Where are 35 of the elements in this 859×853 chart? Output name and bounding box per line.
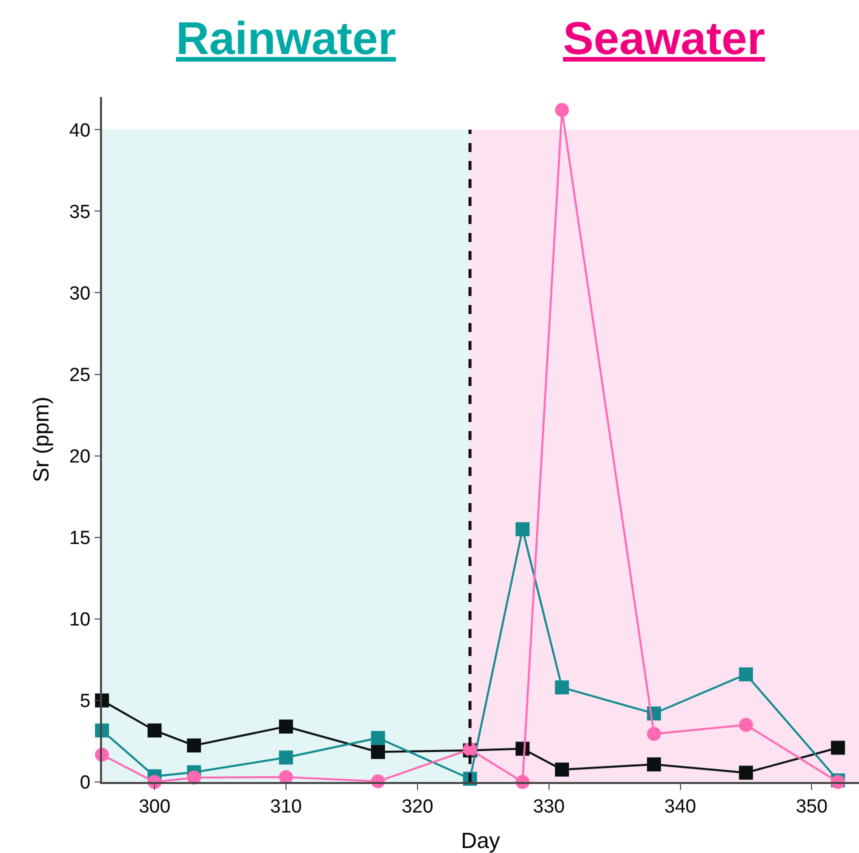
point bbox=[187, 738, 201, 752]
x-tick-label: 340 bbox=[664, 796, 696, 818]
y-tick-label: 30 bbox=[69, 283, 90, 304]
x-tick-label: 300 bbox=[138, 796, 170, 818]
point bbox=[278, 750, 293, 765]
x-tick-label: 350 bbox=[796, 796, 828, 818]
point bbox=[554, 680, 569, 694]
point bbox=[554, 103, 569, 118]
point bbox=[516, 522, 530, 536]
y-tick-label: 10 bbox=[69, 610, 90, 631]
y-tick-label: 40 bbox=[69, 120, 90, 142]
y-tick-label: 20 bbox=[69, 446, 90, 468]
point bbox=[738, 718, 753, 732]
y-tick-label: 15 bbox=[69, 528, 90, 550]
point bbox=[830, 740, 845, 755]
point bbox=[370, 730, 385, 745]
point bbox=[738, 667, 753, 682]
y-tick-label: 5 bbox=[80, 691, 90, 712]
point bbox=[278, 720, 293, 734]
y-tick-label: 0 bbox=[80, 772, 90, 794]
point bbox=[554, 762, 569, 777]
y-axis-title: Sr (ppm) bbox=[28, 396, 54, 482]
point bbox=[646, 726, 661, 741]
y-tick-label: 25 bbox=[69, 364, 90, 386]
point bbox=[646, 757, 661, 772]
point bbox=[738, 766, 753, 780]
band-label: Seawater bbox=[563, 12, 766, 64]
point bbox=[148, 723, 162, 738]
x-axis-title: Day bbox=[460, 828, 500, 853]
band-label: Rainwater bbox=[176, 12, 396, 64]
y-tick-label: 35 bbox=[69, 202, 90, 223]
x-tick-label: 320 bbox=[402, 796, 434, 818]
x-tick-label: 330 bbox=[532, 796, 565, 818]
x-tick-label: 310 bbox=[270, 796, 302, 818]
point bbox=[370, 744, 385, 759]
